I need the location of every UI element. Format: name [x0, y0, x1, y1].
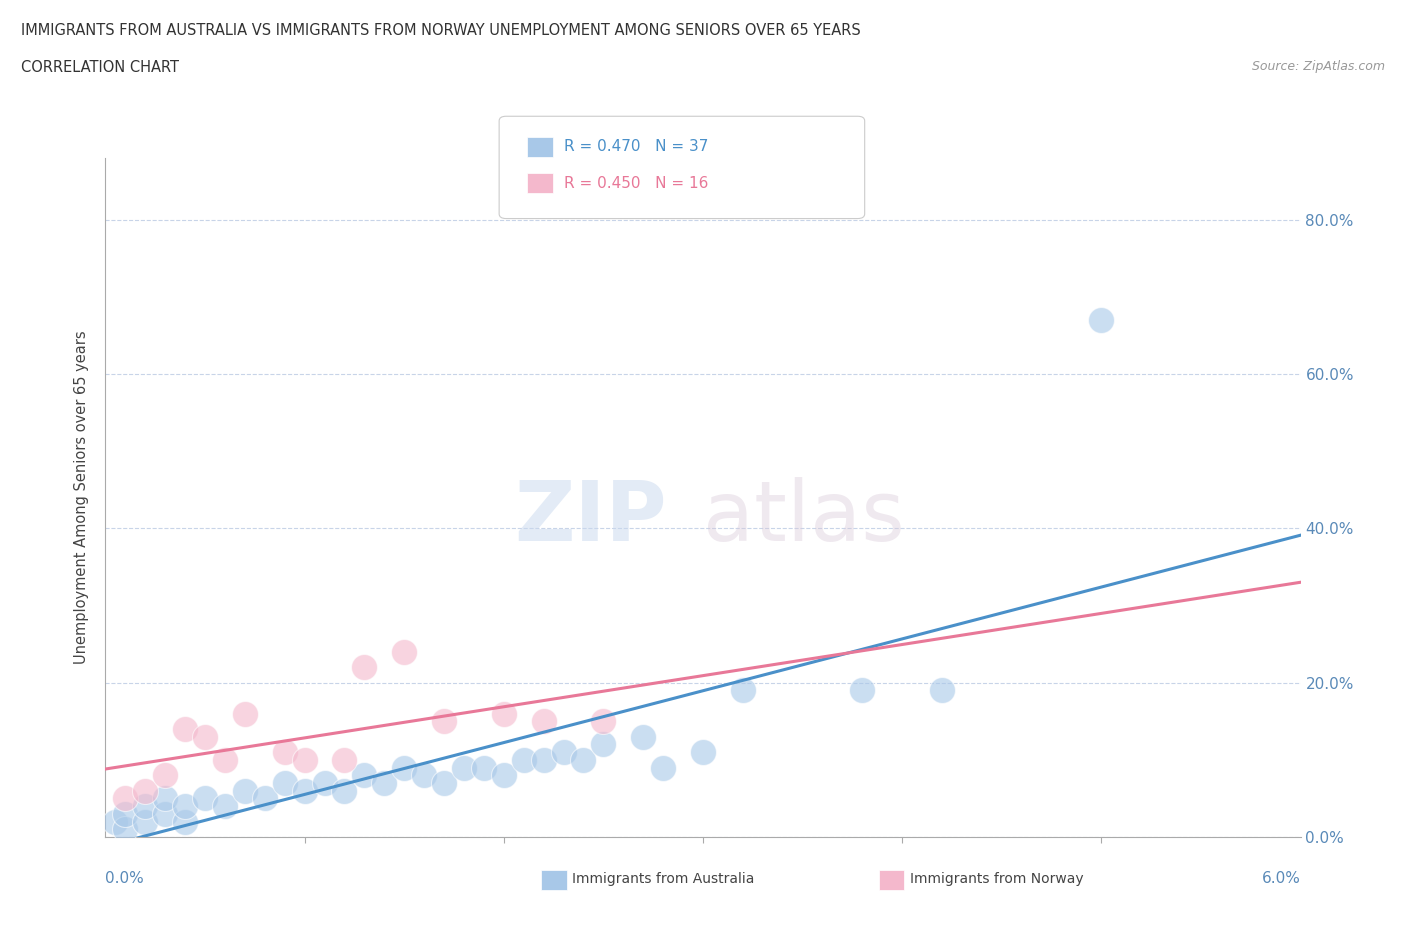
Text: ZIP: ZIP: [515, 477, 666, 558]
Text: Immigrants from Australia: Immigrants from Australia: [572, 871, 755, 886]
Text: R = 0.450   N = 16: R = 0.450 N = 16: [564, 176, 709, 191]
Point: [931, 683, 953, 698]
Point: [333, 783, 356, 798]
Point: [413, 768, 436, 783]
Point: [1090, 312, 1112, 327]
Point: [294, 783, 316, 798]
Point: [104, 814, 127, 829]
Point: [353, 660, 375, 675]
Point: [492, 706, 515, 721]
Point: [472, 760, 495, 775]
Point: [214, 799, 236, 814]
Point: [314, 776, 336, 790]
Point: [233, 706, 256, 721]
Point: [692, 745, 714, 760]
Point: [373, 776, 395, 790]
Point: [114, 806, 136, 821]
Text: R = 0.470   N = 37: R = 0.470 N = 37: [564, 140, 709, 154]
Point: [134, 799, 156, 814]
Point: [533, 714, 555, 729]
Point: [174, 722, 197, 737]
Point: [433, 714, 456, 729]
Point: [155, 791, 177, 806]
Text: Source: ZipAtlas.com: Source: ZipAtlas.com: [1251, 60, 1385, 73]
Point: [731, 683, 754, 698]
Point: [134, 783, 156, 798]
Point: [333, 752, 356, 767]
Point: [492, 768, 515, 783]
Point: [114, 791, 136, 806]
Point: [592, 714, 614, 729]
Point: [851, 683, 873, 698]
Text: CORRELATION CHART: CORRELATION CHART: [21, 60, 179, 75]
Text: 0.0%: 0.0%: [105, 871, 145, 886]
Point: [214, 752, 236, 767]
Point: [513, 752, 536, 767]
Point: [155, 768, 177, 783]
Point: [453, 760, 475, 775]
Point: [633, 729, 655, 744]
Point: [652, 760, 675, 775]
Point: [572, 752, 595, 767]
Point: [233, 783, 256, 798]
Point: [394, 644, 416, 659]
Point: [274, 776, 297, 790]
Point: [394, 760, 416, 775]
Point: [155, 806, 177, 821]
Point: [294, 752, 316, 767]
Text: atlas: atlas: [703, 477, 904, 558]
Text: Immigrants from Norway: Immigrants from Norway: [910, 871, 1083, 886]
Point: [553, 745, 575, 760]
Point: [592, 737, 614, 751]
Point: [134, 814, 156, 829]
Point: [194, 729, 217, 744]
Point: [194, 791, 217, 806]
Text: IMMIGRANTS FROM AUSTRALIA VS IMMIGRANTS FROM NORWAY UNEMPLOYMENT AMONG SENIORS O: IMMIGRANTS FROM AUSTRALIA VS IMMIGRANTS …: [21, 23, 860, 38]
Point: [533, 752, 555, 767]
Y-axis label: Unemployment Among Seniors over 65 years: Unemployment Among Seniors over 65 years: [75, 331, 90, 664]
Point: [433, 776, 456, 790]
Point: [274, 745, 297, 760]
Text: 6.0%: 6.0%: [1261, 871, 1301, 886]
Point: [253, 791, 276, 806]
Point: [174, 814, 197, 829]
Point: [353, 768, 375, 783]
Point: [114, 822, 136, 837]
Point: [174, 799, 197, 814]
